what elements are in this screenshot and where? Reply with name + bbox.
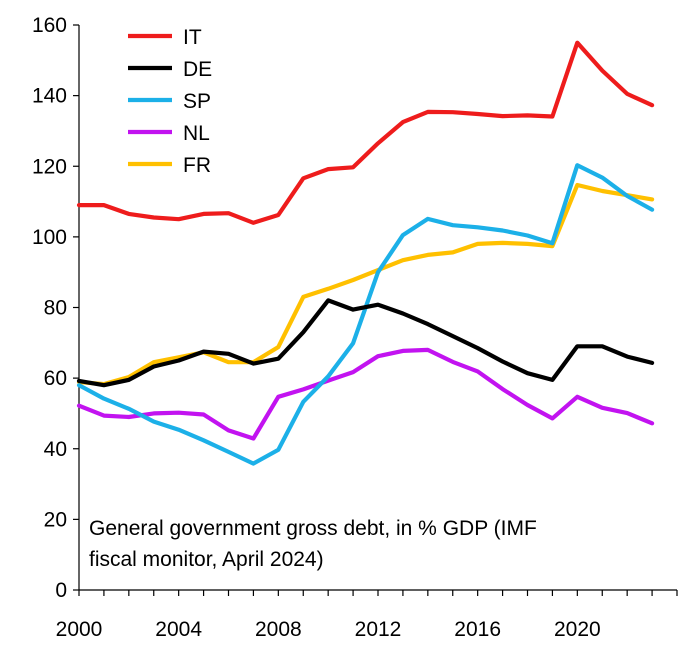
x-axis-ticks: 2000 2004 2008 2012 2016 2020 <box>56 590 678 641</box>
x-tick-label: 2004 <box>155 618 202 641</box>
annotation: General government gross debt, in % GDP … <box>89 517 537 571</box>
y-tick-label: 140 <box>32 85 67 108</box>
annotation-line-2: fiscal monitor, April 2024) <box>89 548 324 571</box>
legend-label-de: DE <box>183 58 212 81</box>
x-tick-label: 2020 <box>554 618 601 641</box>
series-line-it <box>76 40 655 225</box>
series-lines <box>76 40 655 466</box>
x-tick-label: 2016 <box>454 618 501 641</box>
y-tick-label: 80 <box>44 297 67 320</box>
series-line-de <box>76 298 655 388</box>
y-tick-label: 100 <box>32 226 67 249</box>
y-tick-label: 160 <box>32 14 67 37</box>
y-tick-label: 0 <box>55 579 67 602</box>
legend: IT DE SP NL FR <box>128 26 212 177</box>
series-line-fr <box>76 182 655 387</box>
x-tick-label: 2000 <box>56 618 103 641</box>
series-line-nl <box>76 347 655 441</box>
x-tick-label: 2012 <box>355 618 402 641</box>
y-tick-label: 60 <box>44 367 67 390</box>
legend-label-nl: NL <box>183 122 210 145</box>
y-tick-label: 20 <box>44 508 67 531</box>
annotation-line-1: General government gross debt, in % GDP … <box>89 517 537 540</box>
legend-label-it: IT <box>183 26 202 49</box>
legend-label-sp: SP <box>183 90 211 113</box>
x-tick-label: 2008 <box>255 618 302 641</box>
legend-label-fr: FR <box>183 154 211 177</box>
y-tick-label: 40 <box>44 438 67 461</box>
y-tick-label: 120 <box>32 155 67 178</box>
y-axis-ticks: 0 20 40 60 80 100 120 140 160 <box>32 14 79 602</box>
